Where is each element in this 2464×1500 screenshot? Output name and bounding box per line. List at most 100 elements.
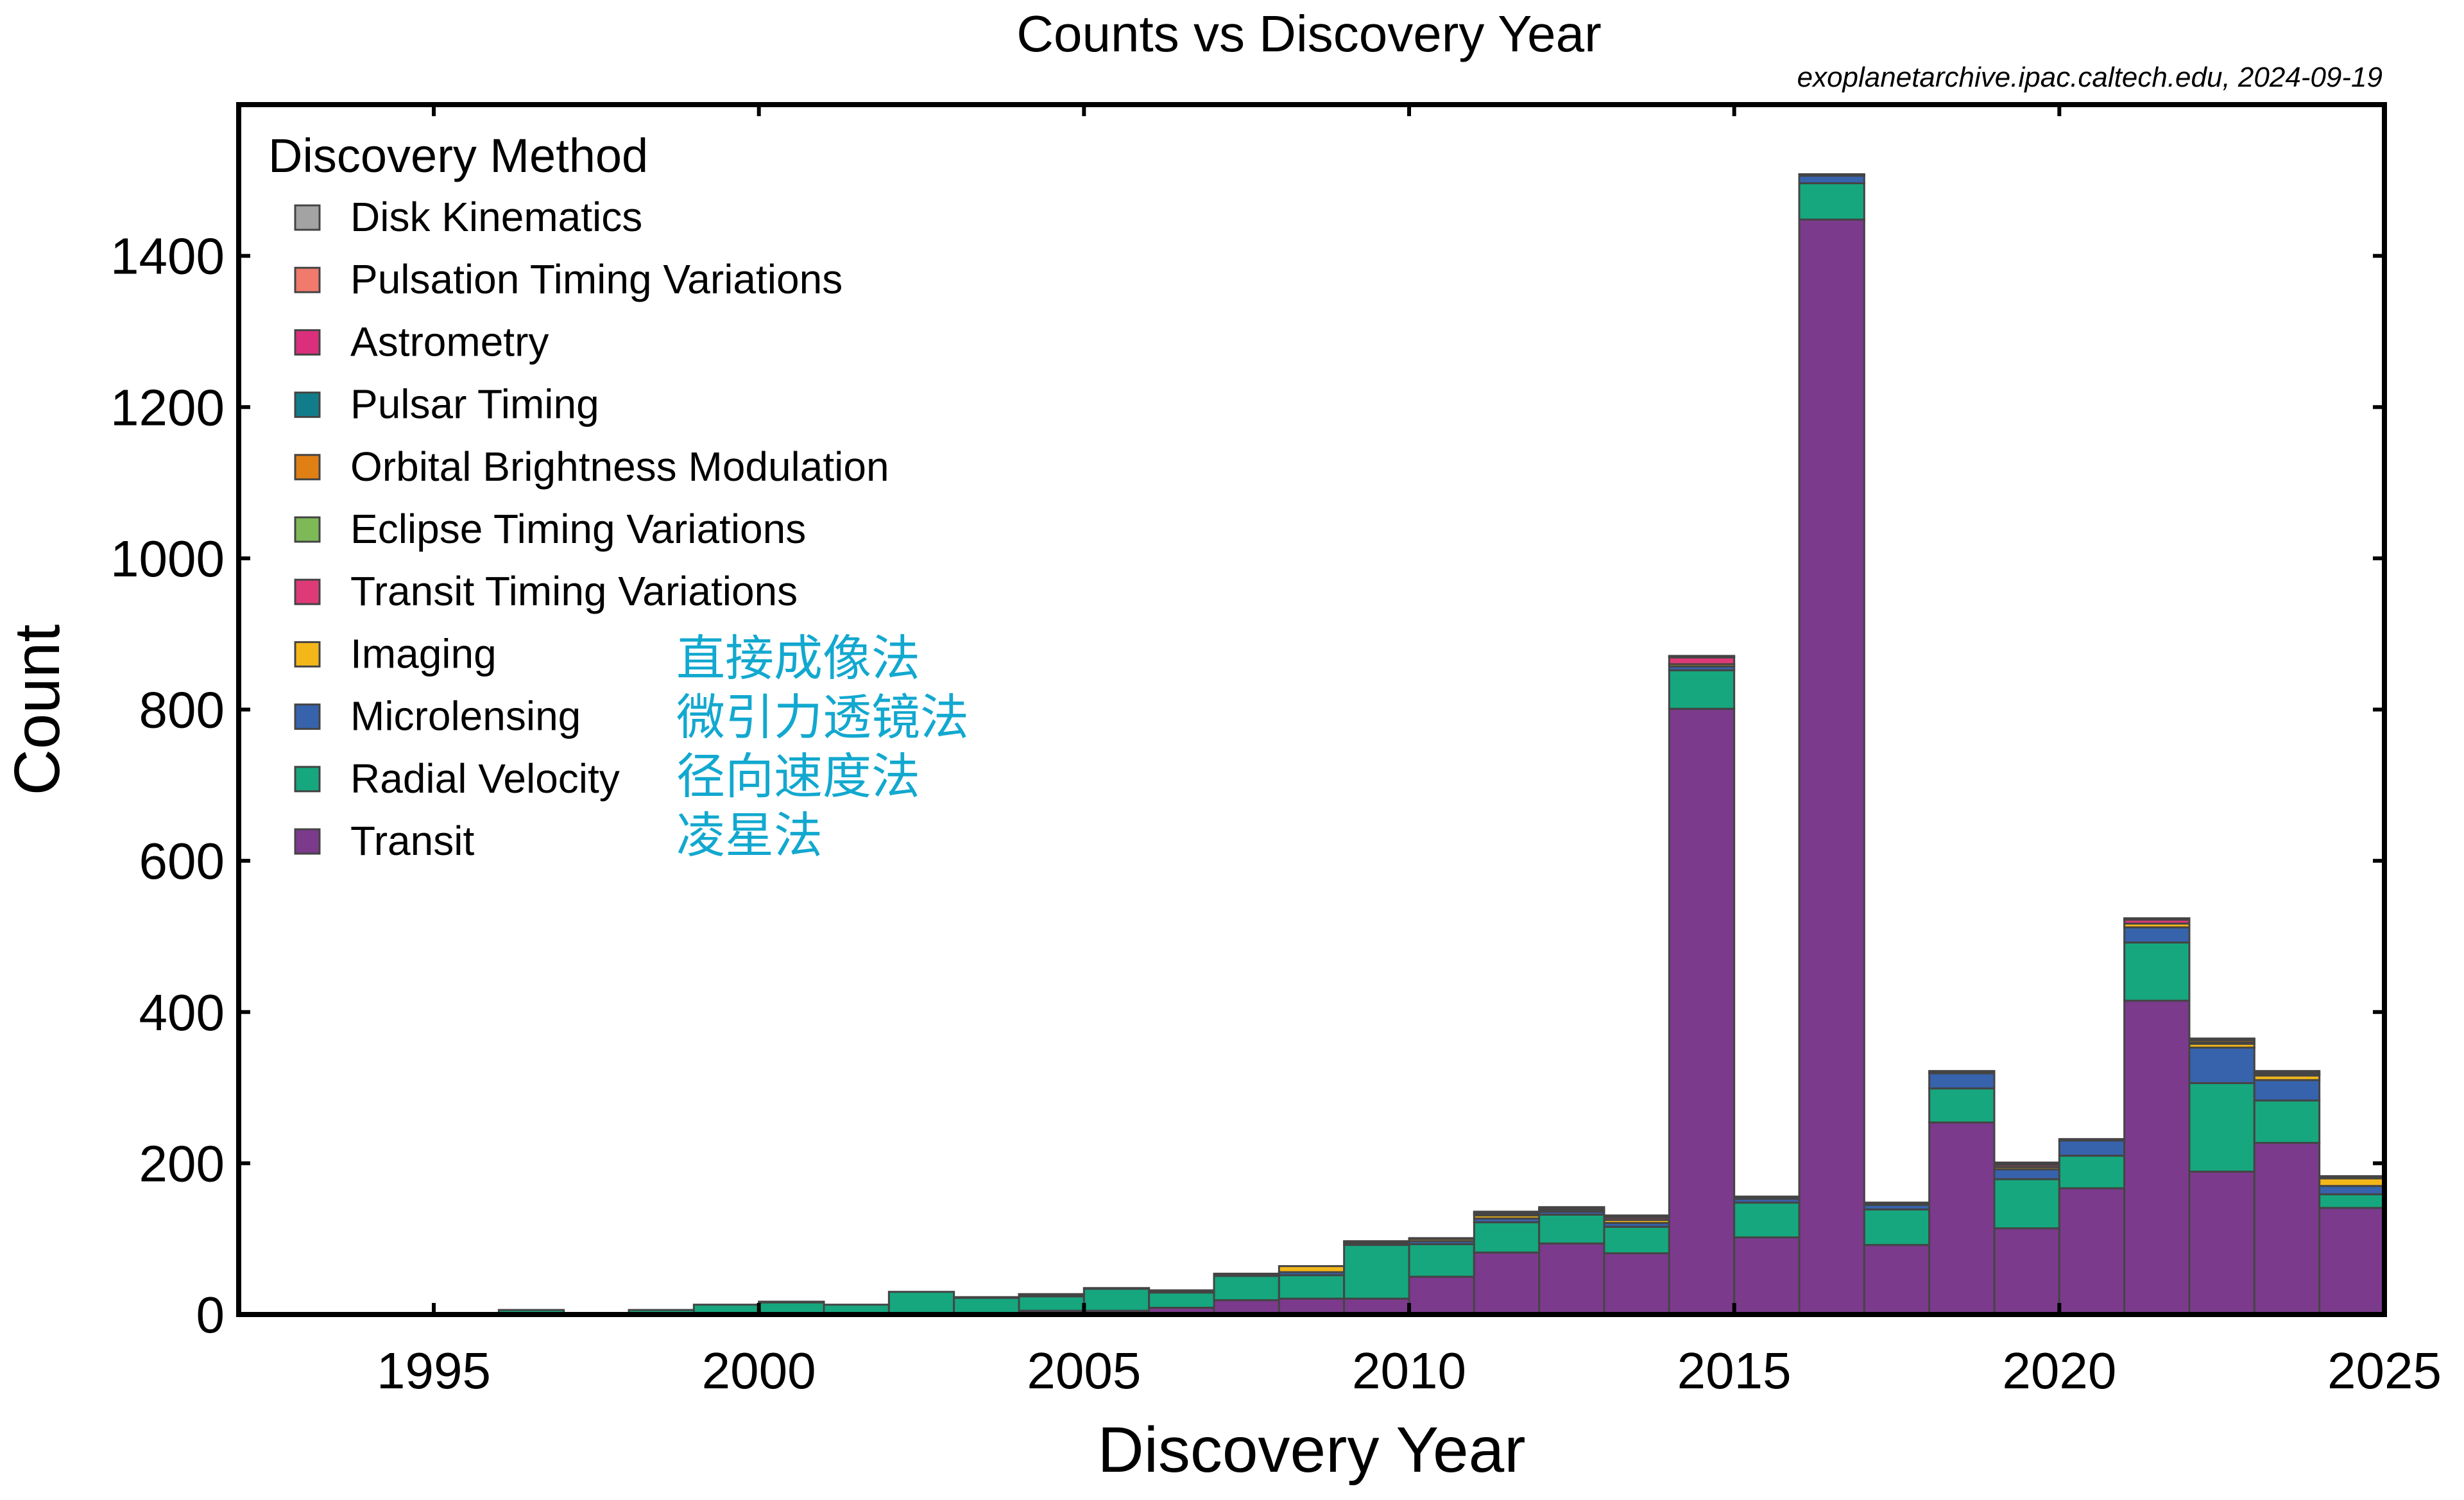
bar-radial-velocity-2007 [1213,1275,1280,1302]
bar-imaging-2007 [1213,1272,1280,1276]
bar-transit-2013 [1603,1252,1670,1316]
bar-radial-velocity-2015 [1733,1202,1801,1239]
legend: Discovery Method Disk Kinematics Pulsatio… [268,129,889,864]
bar-transit-timing-variations-2015 [1733,1195,1801,1198]
bar-microlensing-2005 [1082,1287,1151,1290]
bar-transit-2012 [1538,1242,1605,1316]
bar-radial-velocity-2024 [2318,1193,2386,1209]
bar-transit-2023 [2253,1142,2321,1316]
bar-transit-2022 [2188,1170,2255,1316]
bar-orbital-brightness-modulation-2012 [1538,1206,1605,1210]
x-tick-label-1995: 1995 [377,1342,491,1399]
bar-transit-2021 [2123,999,2191,1316]
axes-layer: 1995 2000 2005 2010 2015 2020 2025 0 200 400 600 80… [110,105,2442,1399]
bars-layer [237,173,2386,1316]
bar-radial-velocity-2018 [1928,1087,1996,1124]
bar-imaging-2008 [1278,1265,1346,1273]
x-tick-label-2005: 2005 [1027,1342,1141,1399]
bar-radial-velocity-2019 [1993,1178,2060,1230]
legend-label-disk-kinematics: Disk Kinematics [350,194,642,240]
chart-title: Counts vs Discovery Year [1016,5,1602,62]
legend-label-eclipse-timing-variations: Eclipse Timing Variations [350,506,806,552]
x-tick-label-2010: 2010 [1352,1342,1466,1399]
legend-title: Discovery Method [268,129,648,182]
bar-radial-velocity-2021 [2123,941,2191,1002]
legend-swatch-eclipse-timing-variations [294,516,321,543]
y-tick-label-0: 0 [196,1286,225,1343]
bar-transit-2016 [1798,218,1865,1316]
bar-eclipse-timing-variations-2009 [1343,1240,1410,1243]
bar-radial-velocity-2013 [1603,1225,1670,1255]
bar-eclipse-timing-variations-2018 [1928,1070,1996,1073]
bar-transit-2020 [2058,1187,2126,1316]
bar-radial-velocity-2014 [1668,669,1736,710]
bar-imaging-2024 [2318,1177,2386,1187]
bar-transit-2019 [1993,1227,2060,1316]
bar-transit-2024 [2318,1207,2386,1316]
bar-microlensing-2019 [1993,1168,2060,1180]
bar-transit-timing-variations-2020 [2058,1138,2126,1142]
bar-microlensing-2024 [2318,1185,2386,1196]
legend-swatch-microlensing [294,703,321,730]
y-axis-label: Count [1,624,73,795]
legend-swatch-transit [294,828,321,855]
bar-radial-velocity-2004 [1018,1295,1085,1312]
annotation-4: 凌星法 [676,807,823,864]
x-tick-label-2025: 2025 [2327,1342,2442,1399]
bar-transit-2014 [1668,707,1736,1316]
x-tick-label-2015: 2015 [1677,1342,1792,1399]
bar-radial-velocity-2008 [1278,1274,1346,1300]
bar-astrometry-2023 [2253,1070,2321,1073]
bar-radial-velocity-2022 [2188,1082,2255,1173]
legend-label-microlensing: Microlensing [350,693,581,739]
annotation-3: 径向速度法 [676,748,920,805]
bar-radial-velocity-2016 [1798,182,1865,221]
bar-transit-2015 [1733,1236,1801,1316]
y-tick-label-200: 200 [139,1135,225,1192]
annotation-2: 微引力透镜法 [676,689,969,746]
legend-swatch-pulsation-timing-variations [294,266,321,293]
legend-swatch-radial-velocity [294,766,321,793]
legend-swatch-disk-kinematics [294,204,321,231]
legend-label-transit-timing-variations: Transit Timing Variations [350,568,798,614]
bar-microlensing-2023 [2253,1079,2321,1102]
bar-transit-2010 [1408,1275,1475,1316]
bar-pulsation-timing-variations-2014 [1668,655,1736,658]
legend-label-imaging: Imaging [350,630,497,677]
bar-pulsar-timing-2003 [953,1296,1020,1299]
legend-label-transit: Transit [350,818,474,864]
legend-label-astrometry: Astrometry [350,318,549,365]
y-tick-label-400: 400 [139,984,225,1041]
x-tick-label-2020: 2020 [2002,1342,2116,1399]
bar-microlensing-2021 [2123,926,2191,944]
legend-swatch-orbital-brightness-modulation [294,454,321,481]
legend-label-pulsation-timing-variations: Pulsation Timing Variations [350,256,843,302]
bar-eclipse-timing-variations-2016 [1798,173,1865,177]
bar-radial-velocity-2020 [2058,1155,2126,1189]
bar-radial-velocity-2011 [1473,1221,1541,1254]
bar-radial-velocity-2002 [887,1291,955,1315]
bar-radial-velocity-2005 [1082,1288,1151,1312]
bar-microlensing-2018 [1928,1072,1996,1090]
x-axis-label: Discovery Year [1098,1414,1526,1486]
bar-transit-2011 [1473,1251,1541,1316]
bar-transit-timing-variations-2014 [1668,656,1736,666]
bar-microlensing-2016 [1798,175,1865,185]
bar-imaging-2006 [1148,1289,1215,1293]
bar-astrometry-2024 [2318,1175,2386,1178]
bar-radial-velocity-2023 [2253,1099,2321,1144]
bar-eclipse-timing-variations-2010 [1408,1237,1475,1240]
legend-items: Disk Kinematics Pulsation Timing Variatio… [294,194,889,864]
y-tick-label-1400: 1400 [110,228,225,285]
bar-microlensing-2022 [2188,1046,2255,1084]
bar-transit-2017 [1863,1244,1931,1316]
x-tick-label-2000: 2000 [702,1342,816,1399]
annotation-1: 直接成像法 [676,630,920,687]
y-tick-label-1000: 1000 [110,530,225,587]
y-tick-label-1200: 1200 [110,379,225,436]
y-tick-label-800: 800 [139,682,225,739]
y-tick-label-600: 600 [139,832,225,890]
legend-swatch-imaging [294,641,321,668]
bar-imaging-2004 [1018,1293,1085,1296]
